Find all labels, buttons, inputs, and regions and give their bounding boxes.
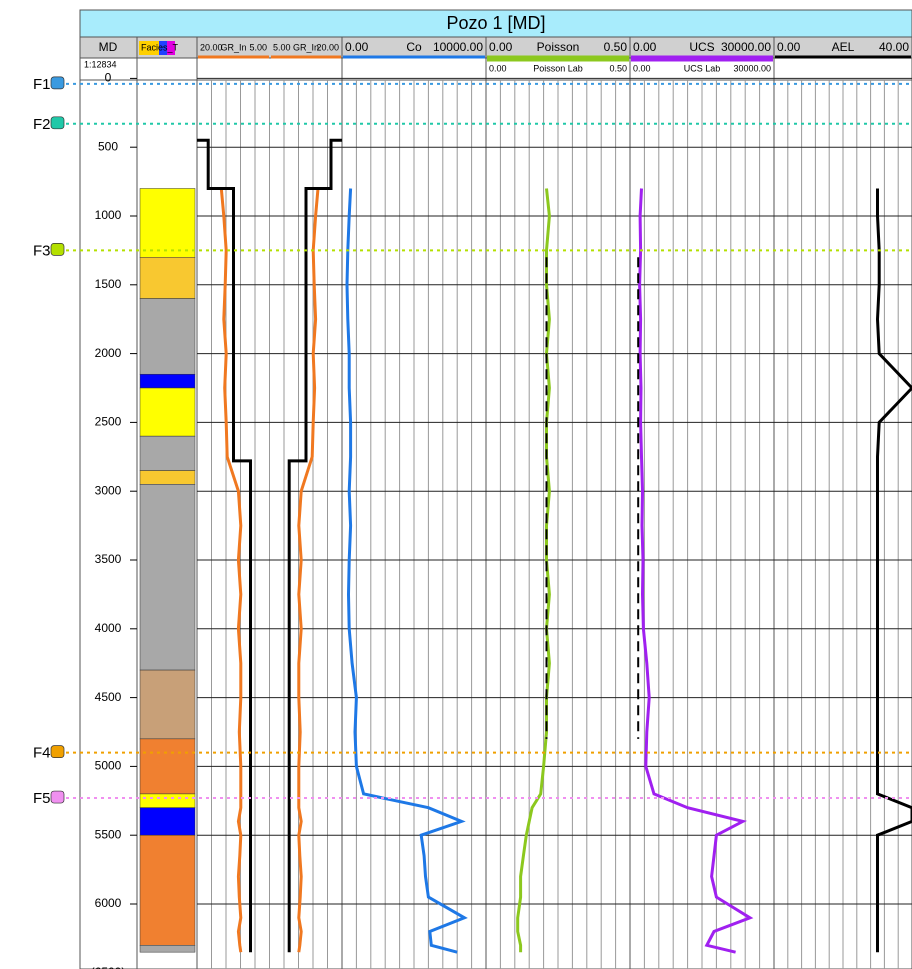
log-curve <box>345 188 468 954</box>
curve-name: GR_In <box>220 42 246 52</box>
curve-name: Poisson <box>537 40 580 54</box>
depth-header: MD <box>99 40 118 54</box>
facies-interval <box>139 484 196 671</box>
y-tick-label: 3500 <box>95 552 122 566</box>
top-icon <box>50 76 65 90</box>
curve-name: Co <box>406 40 422 54</box>
y-tick-label: (6500) <box>91 965 126 969</box>
scale-label: 5.00 <box>273 42 291 52</box>
scale-label: 5.00 <box>249 42 267 52</box>
top-label: F2 <box>33 116 51 133</box>
y-tick-label: 4500 <box>95 690 122 704</box>
scale-label: 20.00 <box>200 42 223 52</box>
top-icon <box>50 243 65 256</box>
facies-interval <box>139 387 196 437</box>
facies-interval <box>139 298 196 375</box>
top-icon <box>50 790 65 804</box>
scale-label: 0.00 <box>633 40 657 54</box>
facies-interval <box>139 257 196 299</box>
curve-name: UCS <box>689 40 714 54</box>
scale-label: 40.00 <box>879 40 909 54</box>
scale-label: 0.50 <box>609 63 627 73</box>
facies-swatch <box>159 41 167 55</box>
facies-swatch <box>139 41 159 55</box>
facies-interval <box>139 807 196 836</box>
top-label: F5 <box>33 790 51 807</box>
facies-interval <box>139 738 196 795</box>
y-tick-label: 1000 <box>95 208 122 222</box>
title-bar <box>79 9 912 38</box>
scale-label: 0.00 <box>345 40 369 54</box>
facies-interval <box>139 669 196 740</box>
top-label: F4 <box>33 745 51 762</box>
top-label: F3 <box>33 242 51 259</box>
curve-name: UCS Lab <box>684 63 721 73</box>
curve-name: GR_In <box>293 42 319 52</box>
scale-label: 0.50 <box>604 40 628 54</box>
scale-label: 20.00 <box>316 42 339 52</box>
facies-interval <box>139 470 196 485</box>
log-curve <box>287 138 342 953</box>
log-curve <box>516 188 551 953</box>
scale-label: 0.00 <box>633 63 651 73</box>
log-curve <box>219 188 243 953</box>
scale-label: 0.00 <box>777 40 801 54</box>
log-curve <box>875 188 912 953</box>
log-curve <box>638 188 754 954</box>
curve-name: Poisson Lab <box>533 63 583 73</box>
facies-swatch <box>167 41 175 55</box>
facies-interval <box>139 793 196 808</box>
facies-header: Facies_T <box>141 42 179 52</box>
facies-interval <box>139 834 196 946</box>
curve-name: AEL <box>832 40 855 54</box>
facies-interval <box>139 373 196 389</box>
y-tick-label: 500 <box>98 139 118 153</box>
scale-label: 1:12834 <box>84 59 117 69</box>
scale-label: 30000.00 <box>721 40 771 54</box>
top-label: F1 <box>33 76 51 93</box>
log-curve <box>197 138 252 953</box>
scale-label: 30000.00 <box>733 63 771 73</box>
y-tick-label: 4000 <box>95 621 122 635</box>
y-tick-label: 6000 <box>95 896 122 910</box>
y-tick-label: 5000 <box>95 759 122 773</box>
top-icon <box>50 116 65 130</box>
log-curve <box>297 188 320 953</box>
track-frame <box>773 36 912 969</box>
y-tick-label: 0 <box>105 71 112 85</box>
facies-interval <box>139 188 196 258</box>
y-tick-label: 5500 <box>95 827 122 841</box>
y-tick-label: 1500 <box>95 277 122 291</box>
facies-interval <box>139 945 196 953</box>
chart-title: Pozo 1 [MD] <box>446 13 545 33</box>
y-tick-label: 2500 <box>95 415 122 429</box>
scale-label: 0.00 <box>489 63 507 73</box>
top-icon <box>50 745 65 758</box>
scale-label: 0.00 <box>489 40 513 54</box>
y-tick-label: 3000 <box>95 483 122 497</box>
scale-label: 10000.00 <box>433 40 483 54</box>
facies-interval <box>139 435 196 471</box>
y-tick-label: 2000 <box>95 346 122 360</box>
